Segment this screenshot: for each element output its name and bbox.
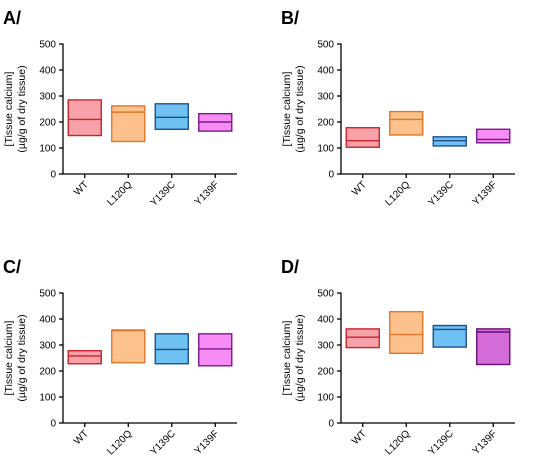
y-tick-label: 0 (328, 170, 334, 181)
x-tick-label: WT (72, 179, 91, 198)
x-tick-label: WT (350, 179, 369, 198)
y-axis-title-line: [Tissue calcium] (3, 71, 15, 146)
y-tick-label: 400 (317, 315, 334, 326)
y-tick-label: 400 (317, 66, 334, 77)
y-tick-label: 100 (317, 144, 334, 155)
y-tick-label: 400 (39, 315, 56, 326)
y-axis-title-line: [Tissue calcium] (3, 320, 15, 395)
y-tick-label: 300 (39, 92, 56, 103)
y-tick-label: 300 (317, 92, 334, 103)
y-tick-label: 0 (328, 419, 334, 430)
chart-panel-3: C/ [Tissue calcium] (µg/g of dry tissue) 0 1… (3, 257, 237, 458)
y-tick-label: 400 (39, 66, 56, 77)
chart-panel-4: D/ [Tissue calcium] (µg/g of dry tissue) 0 1… (281, 257, 515, 458)
box-y139c (154, 103, 189, 130)
box-wt (345, 127, 380, 148)
y-tick-label: 100 (317, 393, 334, 404)
x-tick-label: Y139C (148, 179, 177, 208)
y-tick-label: 500 (317, 289, 334, 300)
y-axis-title-line: [Tissue calcium] (281, 71, 293, 146)
y-tick-label: 200 (317, 367, 334, 378)
y-tick-label: 0 (50, 170, 56, 181)
y-tick-label: 500 (39, 40, 56, 51)
box-l120q (111, 329, 146, 364)
box-y139c (432, 324, 467, 348)
panel-label: D/ (281, 257, 299, 277)
panel-label: A/ (3, 8, 21, 28)
box-l120q (111, 105, 146, 143)
y-tick-label: 100 (39, 393, 56, 404)
box-wt (67, 99, 102, 137)
chart-panel-1: A/ [Tissue calcium] (µg/g of dry tissue) 0 1… (3, 8, 237, 209)
x-tick-label: Y139C (426, 428, 455, 457)
x-tick-label: L120Q (383, 428, 412, 457)
y-tick-label: 500 (317, 40, 334, 51)
box-y139f (476, 328, 511, 366)
y-tick-label: 200 (39, 367, 56, 378)
x-tick-label: L120Q (105, 428, 134, 457)
x-tick-label: Y139F (471, 179, 500, 208)
box-wt (345, 328, 380, 349)
x-tick-label: Y139F (193, 179, 222, 208)
box-l120q (389, 110, 424, 136)
x-tick-label: Y139C (426, 179, 455, 208)
y-tick-label: 200 (39, 118, 56, 129)
box-y139f (476, 128, 511, 144)
y-tick-label: 300 (317, 341, 334, 352)
x-tick-label: Y139F (471, 428, 500, 457)
y-tick-label: 0 (50, 419, 56, 430)
x-tick-label: L120Q (383, 179, 412, 208)
y-axis-title-line: [Tissue calcium] (281, 320, 293, 395)
panel-label: C/ (3, 257, 21, 277)
y-tick-label: 300 (39, 341, 56, 352)
y-tick-label: 100 (39, 144, 56, 155)
x-tick-label: Y139C (148, 428, 177, 457)
chart-panel-2: B/ [Tissue calcium] (µg/g of dry tissue) 0 1… (281, 8, 515, 209)
y-axis-title-line: (µg/g of dry tissue) (16, 65, 28, 152)
panel-label: B/ (281, 8, 299, 28)
box-l120q (389, 311, 424, 355)
x-tick-label: WT (350, 428, 369, 447)
x-tick-label: L120Q (105, 179, 134, 208)
y-tick-label: 500 (39, 289, 56, 300)
y-axis-title-line: (µg/g of dry tissue) (16, 314, 28, 401)
x-tick-label: WT (72, 428, 91, 447)
box-wt (67, 350, 102, 365)
y-axis-title-line: (µg/g of dry tissue) (294, 314, 306, 401)
x-tick-label: Y139F (193, 428, 222, 457)
y-axis-title-line: (µg/g of dry tissue) (294, 65, 306, 152)
box-y139f (198, 333, 233, 367)
y-tick-label: 200 (317, 118, 334, 129)
